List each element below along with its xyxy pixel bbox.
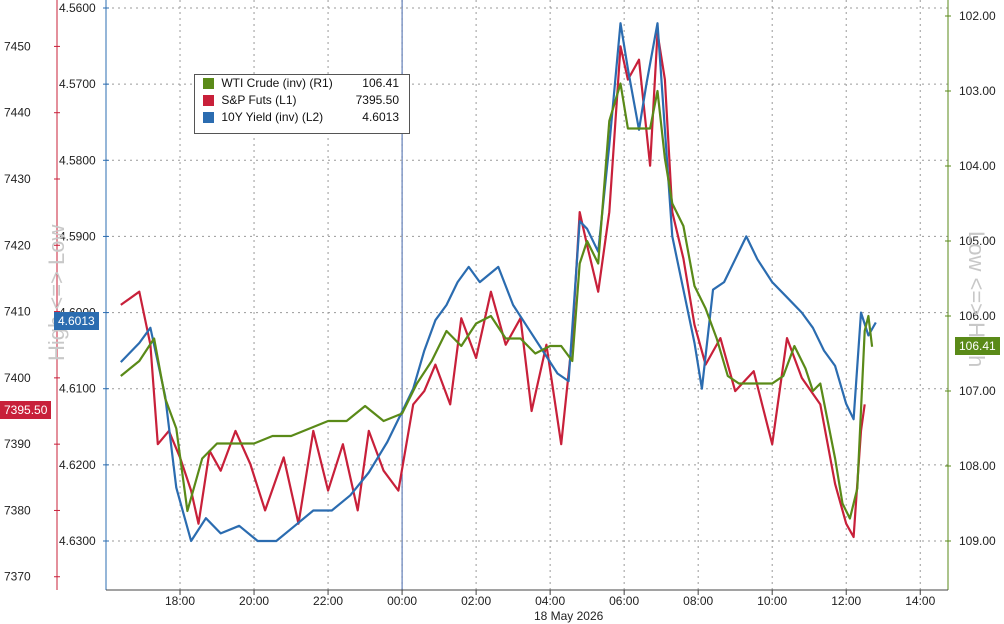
yield-tick-label: 4.6100 xyxy=(59,382,96,396)
legend-label: 10Y Yield (inv) (L2) xyxy=(221,110,324,125)
watermark-left: High <=> Low xyxy=(44,224,69,361)
yield-tick-label: 4.5800 xyxy=(59,153,96,167)
legend-swatch-yield xyxy=(203,112,214,124)
legend-value: 106.41 xyxy=(362,76,399,90)
yield-tick-label: 4.6300 xyxy=(59,534,96,548)
series-line-wti xyxy=(120,82,874,520)
axes: 18:00 20:00 22:00 00:00 02:00 04:00 06:00 08:00… xyxy=(4,0,996,623)
wti-tick-label: 109.00 xyxy=(959,534,996,548)
yield-tick-label: 4.6200 xyxy=(59,458,96,472)
yield-tick-label: 4.5600 xyxy=(59,1,96,15)
yield-tick-label: 4.5900 xyxy=(59,229,96,243)
wti-tick-label: 102.00 xyxy=(959,9,996,23)
wti-tick-label: 106.00 xyxy=(959,309,996,323)
x-tick-label: 18:00 xyxy=(165,594,195,608)
sp-tick-label: 7450 xyxy=(4,39,31,53)
last-value-tag-sp: 7395.50 xyxy=(0,401,52,419)
legend-swatch-sp xyxy=(203,95,214,107)
x-tick-label: 04:00 xyxy=(535,594,565,608)
wti-tick-label: 104.00 xyxy=(959,159,996,173)
series-line-yield xyxy=(120,22,877,543)
x-tick-label: 08:00 xyxy=(683,594,713,608)
legend-item-wti: WTI Crude (inv) (R1) 106.41 xyxy=(195,75,409,92)
x-tick-label: 12:00 xyxy=(831,594,861,608)
x-tick-label: 22:00 xyxy=(313,594,343,608)
x-tick-label: 10:00 xyxy=(757,594,787,608)
x-tick-label: 20:00 xyxy=(239,594,269,608)
x-tick-label: 00:00 xyxy=(387,594,417,608)
legend-value: 4.6013 xyxy=(362,110,399,124)
sp-tick-label: 7430 xyxy=(4,172,31,186)
wti-tick-label: 107.00 xyxy=(959,384,996,398)
x-axis-label: 18 May 2026 xyxy=(534,609,604,623)
wti-tick-label: 105.00 xyxy=(959,234,996,248)
legend-swatch-wti xyxy=(203,78,214,90)
sp-tick-label: 7440 xyxy=(4,106,31,120)
sp-tick-label: 7390 xyxy=(4,437,31,451)
x-tick-label: 06:00 xyxy=(609,594,639,608)
sp-tick-label: 7400 xyxy=(4,371,31,385)
last-value-tag-wti: 106.41 xyxy=(955,337,1000,355)
sp-tick-label: 7370 xyxy=(4,570,31,584)
legend-item-yield: 10Y Yield (inv) (L2) 4.6013 xyxy=(195,109,409,126)
sp-tick-label: 7380 xyxy=(4,503,31,517)
wti-tick-label: 103.00 xyxy=(959,84,996,98)
legend-label: WTI Crude (inv) (R1) xyxy=(221,76,333,91)
legend-value: 7395.50 xyxy=(355,93,399,107)
legend: WTI Crude (inv) (R1) 106.41 S&P Futs (L1… xyxy=(194,74,410,134)
x-tick-label: 02:00 xyxy=(461,594,491,608)
last-value-tag-yield: 4.6013 xyxy=(54,312,99,330)
x-tick-label: 14:00 xyxy=(905,594,935,608)
series-lines xyxy=(120,22,877,543)
legend-label: S&P Futs (L1) xyxy=(221,93,297,108)
sp-tick-label: 7420 xyxy=(4,238,31,252)
wti-tick-label: 108.00 xyxy=(959,459,996,473)
yield-tick-label: 4.5700 xyxy=(59,77,96,91)
sp-tick-label: 7410 xyxy=(4,305,31,319)
legend-item-sp: S&P Futs (L1) 7395.50 xyxy=(195,92,409,109)
